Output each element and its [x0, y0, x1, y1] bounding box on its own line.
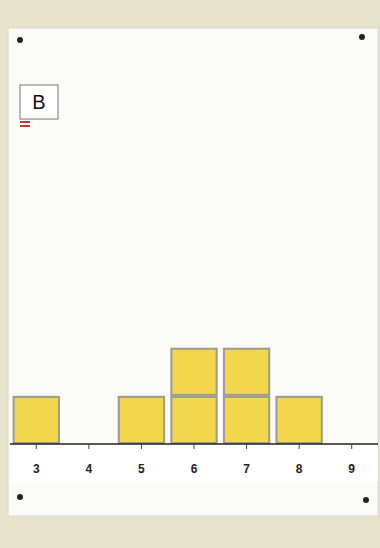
chart-root: B 3 4 5 6 7 8 9	[0, 0, 380, 548]
pin	[17, 37, 23, 43]
pin	[363, 497, 369, 503]
unit-square	[171, 397, 216, 443]
bar	[119, 397, 164, 443]
bar	[14, 397, 59, 443]
unit-square	[14, 397, 59, 443]
pin	[17, 494, 23, 500]
title-box	[20, 85, 58, 119]
x-tick	[141, 444, 142, 449]
bar	[276, 397, 321, 443]
pin	[359, 34, 365, 40]
x-tick	[194, 444, 195, 449]
poster	[8, 28, 378, 516]
unit-square	[171, 349, 216, 395]
x-tick	[299, 444, 300, 449]
x-tick	[88, 444, 89, 449]
title: B	[32, 91, 45, 113]
wall	[0, 0, 380, 548]
unit-square	[276, 397, 321, 443]
x-tick-label: 7	[243, 462, 250, 476]
bar	[171, 349, 216, 443]
unit-square	[119, 397, 164, 443]
x-tick-label: 3	[33, 462, 40, 476]
bar	[224, 349, 269, 443]
x-tick-label: 8	[296, 462, 303, 476]
x-tick	[351, 444, 352, 449]
x-tick	[246, 444, 247, 449]
x-tick-label: 6	[191, 462, 198, 476]
unit-square	[224, 349, 269, 395]
x-tick-label: 4	[86, 462, 93, 476]
label-strip	[10, 444, 378, 482]
plot-area	[14, 349, 322, 443]
unit-square	[224, 397, 269, 443]
x-tick-label: 5	[138, 462, 145, 476]
x-tick-label: 9	[348, 462, 355, 476]
title-mark	[20, 125, 30, 127]
x-tick	[36, 444, 37, 449]
title-mark	[20, 121, 30, 123]
